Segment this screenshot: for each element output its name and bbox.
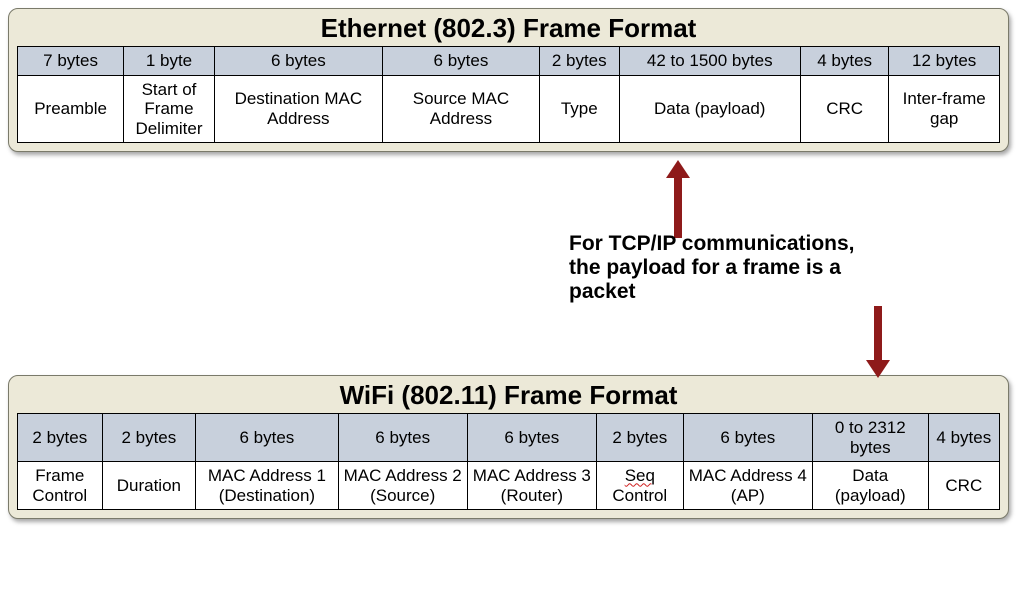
ethernet-title: Ethernet (802.3) Frame Format [17, 13, 1000, 44]
arrow-down [874, 306, 882, 378]
frame-bytes-cell: 1 byte [124, 47, 215, 76]
mid-region: For TCP/IP communications,the payload fo… [8, 160, 1009, 375]
mid-text-line: the payload for a frame is a [569, 256, 855, 280]
frame-bytes-cell: 12 bytes [889, 47, 1000, 76]
frame-bytes-cell: 6 bytes [382, 47, 539, 76]
wifi-card: WiFi (802.11) Frame Format 2 bytes2 byte… [8, 375, 1009, 519]
frame-bytes-cell: 2 bytes [596, 414, 683, 462]
ethernet-body-row: PreambleStart of Frame DelimiterDestinat… [18, 75, 1000, 143]
frame-bytes-cell: 7 bytes [18, 47, 124, 76]
mid-text-line: For TCP/IP communications, [569, 232, 855, 256]
frame-label-cell: Type [539, 75, 619, 143]
frame-label-cell: Inter-frame gap [889, 75, 1000, 143]
wifi-title: WiFi (802.11) Frame Format [17, 380, 1000, 411]
frame-label-cell: Start of Frame Delimiter [124, 75, 215, 143]
frame-bytes-cell: 4 bytes [928, 414, 999, 462]
frame-label-cell: Data (payload) [812, 462, 928, 510]
frame-bytes-cell: 6 bytes [196, 414, 339, 462]
ethernet-card: Ethernet (802.3) Frame Format 7 bytes1 b… [8, 8, 1009, 152]
frame-bytes-cell: 6 bytes [683, 414, 812, 462]
frame-label-cell: Source MAC Address [382, 75, 539, 143]
frame-bytes-cell: 6 bytes [338, 414, 467, 462]
arrow-up [674, 160, 682, 238]
wifi-header-row: 2 bytes2 bytes6 bytes6 bytes6 bytes2 byt… [18, 414, 1000, 462]
frame-label-cell: Duration [102, 462, 196, 510]
frame-label-cell: MAC Address 1 (Destination) [196, 462, 339, 510]
frame-label-cell: CRC [928, 462, 999, 510]
frame-label-cell: Frame Control [18, 462, 103, 510]
frame-bytes-cell: 42 to 1500 bytes [619, 47, 800, 76]
ethernet-header-row: 7 bytes1 byte6 bytes6 bytes2 bytes42 to … [18, 47, 1000, 76]
frame-label-cell: MAC Address 4 (AP) [683, 462, 812, 510]
wifi-body-row: Frame ControlDurationMAC Address 1 (Dest… [18, 462, 1000, 510]
frame-bytes-cell: 4 bytes [800, 47, 888, 76]
frame-label-cell: Destination MAC Address [214, 75, 382, 143]
frame-label-cell: MAC Address 3 (Router) [467, 462, 596, 510]
frame-bytes-cell: 2 bytes [102, 414, 196, 462]
frame-label-cell: CRC [800, 75, 888, 143]
ethernet-table: 7 bytes1 byte6 bytes6 bytes2 bytes42 to … [17, 46, 1000, 143]
frame-label-cell: Seq Control [596, 462, 683, 510]
frame-bytes-cell: 6 bytes [214, 47, 382, 76]
frame-bytes-cell: 6 bytes [467, 414, 596, 462]
mid-text-line: packet [569, 280, 855, 304]
frame-label-cell: Data (payload) [619, 75, 800, 143]
frame-bytes-cell: 2 bytes [18, 414, 103, 462]
wifi-table: 2 bytes2 bytes6 bytes6 bytes6 bytes2 byt… [17, 413, 1000, 510]
frame-bytes-cell: 0 to 2312 bytes [812, 414, 928, 462]
frame-label-cell: MAC Address 2 (Source) [338, 462, 467, 510]
mid-annotation-text: For TCP/IP communications,the payload fo… [569, 232, 855, 304]
frame-label-cell: Preamble [18, 75, 124, 143]
frame-bytes-cell: 2 bytes [539, 47, 619, 76]
